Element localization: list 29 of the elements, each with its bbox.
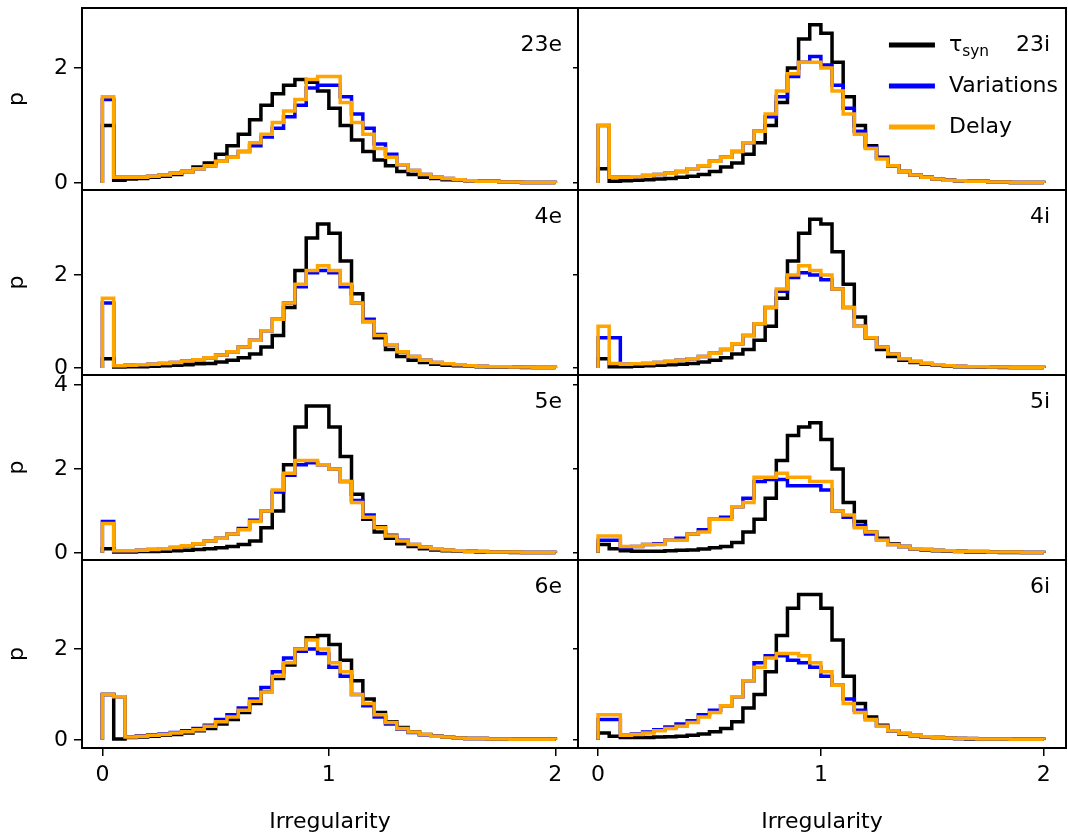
x-axis-title: Irregularity: [761, 807, 883, 833]
y-tick-label: 0: [54, 168, 68, 194]
x-axis-title: Irregularity: [269, 807, 391, 833]
y-tick-label: 0: [54, 725, 68, 751]
x-tick-label: 2: [548, 760, 563, 786]
annotation: 23e: [520, 30, 562, 56]
x-tick-label: 0: [95, 760, 110, 786]
legend-label: Delay: [948, 112, 1013, 138]
y-axis-title: p: [2, 92, 28, 106]
y-tick-label: 2: [54, 53, 68, 79]
annotation: 4i: [1029, 202, 1050, 228]
y-axis-title: p: [2, 275, 28, 290]
y-tick-label: 2: [54, 634, 68, 660]
x-tick-label: 0: [591, 760, 606, 786]
y-axis-title: p: [2, 647, 28, 661]
x-tick-label: 1: [321, 760, 336, 786]
y-axis-title: p: [2, 460, 28, 475]
legend-label: Variations: [948, 71, 1059, 97]
annotation: 6i: [1029, 572, 1050, 598]
y-tick-label: 0: [54, 538, 68, 564]
annotation: 4e: [534, 202, 562, 228]
annotation: 5i: [1029, 387, 1050, 413]
y-tick-label: 2: [54, 260, 68, 286]
annotation: 23i: [1015, 30, 1050, 56]
annotation: 5e: [534, 387, 562, 413]
y-tick-label: 2: [54, 454, 68, 480]
x-tick-label: 2: [1036, 760, 1051, 786]
x-tick-label: 1: [813, 760, 828, 786]
annotation: 6e: [534, 572, 562, 598]
